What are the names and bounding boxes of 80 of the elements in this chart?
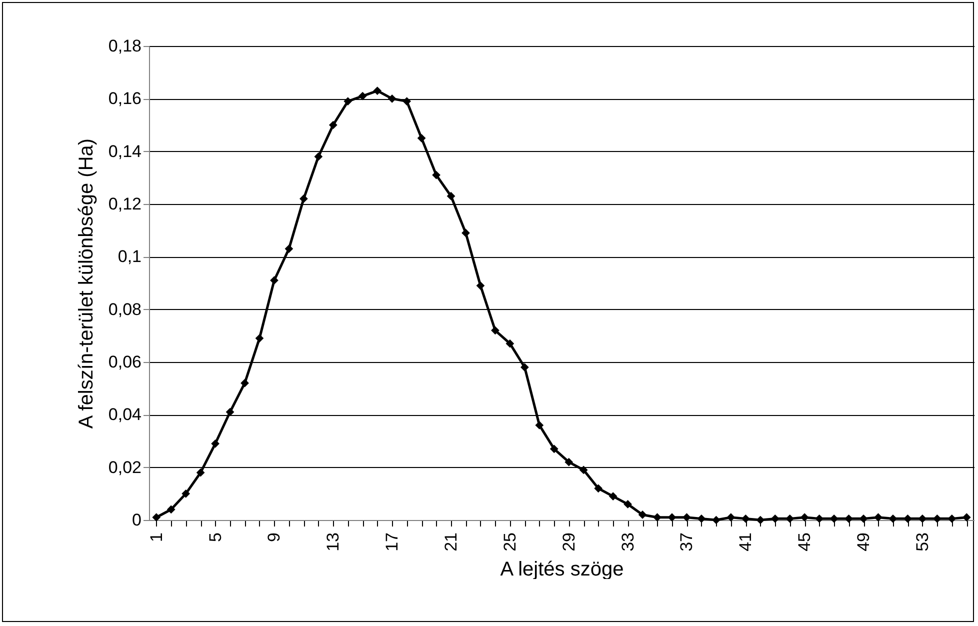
point — [432, 170, 440, 180]
point — [918, 514, 927, 523]
y-tick-label: 0,16 — [108, 89, 142, 108]
y-tick-label: 0,08 — [108, 300, 142, 319]
x-tick-label: 33 — [618, 532, 638, 552]
point — [638, 510, 647, 519]
point — [226, 408, 234, 416]
x-tick-label: 13 — [324, 532, 343, 552]
y-axis-title: A felszín-terület különbsége (Ha) — [75, 138, 98, 429]
point — [962, 513, 971, 522]
point — [358, 92, 367, 100]
point — [550, 444, 558, 454]
point — [211, 439, 220, 448]
x-tick-label: 25 — [500, 532, 520, 552]
point — [300, 194, 308, 203]
point — [624, 500, 632, 508]
y-tick-label: 0,12 — [108, 194, 142, 214]
x-tick-label: 29 — [559, 532, 578, 552]
point — [741, 514, 750, 523]
point — [815, 514, 824, 523]
x-tick-label: 9 — [264, 532, 284, 542]
point — [506, 339, 514, 348]
point — [476, 281, 485, 290]
point — [608, 492, 618, 500]
x-tick-label: 49 — [854, 532, 874, 552]
point — [888, 514, 898, 523]
x-tick-label: 21 — [442, 532, 461, 552]
y-tick-label: 0,02 — [108, 458, 142, 477]
point — [948, 514, 956, 523]
point — [756, 516, 765, 524]
point — [668, 513, 676, 522]
point — [152, 513, 161, 522]
point — [800, 513, 809, 522]
point — [520, 363, 529, 372]
point — [270, 276, 278, 285]
y-tick-label: 0,14 — [108, 142, 142, 161]
point — [786, 514, 794, 523]
x-tick-label: 5 — [206, 532, 225, 542]
point — [328, 120, 338, 130]
x-tick-label: 53 — [912, 532, 932, 552]
point — [770, 514, 780, 523]
point — [579, 466, 588, 474]
point — [564, 458, 574, 466]
x-tick-label: 41 — [736, 532, 756, 552]
y-tick-label: 0,04 — [108, 405, 142, 424]
y-tick-label: 0,06 — [108, 352, 142, 372]
point — [830, 514, 838, 523]
x-tick-label: 1 — [146, 532, 166, 542]
point — [373, 86, 382, 95]
point — [712, 516, 720, 524]
x-tick-label: 17 — [382, 532, 402, 552]
point — [904, 514, 912, 523]
point — [182, 489, 190, 498]
point — [491, 326, 500, 335]
point — [196, 468, 205, 477]
point — [462, 228, 470, 238]
x-tick-label: 45 — [795, 532, 814, 552]
point — [255, 334, 264, 342]
point — [726, 513, 736, 522]
point — [859, 514, 868, 523]
point — [314, 152, 323, 161]
point — [344, 97, 352, 106]
point — [166, 505, 176, 514]
point — [697, 514, 706, 523]
point — [844, 514, 853, 523]
point — [417, 134, 426, 142]
point — [594, 484, 603, 493]
y-tick-label: 0,1 — [118, 247, 142, 266]
point — [682, 513, 691, 522]
y-tick-label: 0,18 — [108, 36, 142, 56]
point — [402, 97, 411, 106]
point — [653, 513, 662, 522]
point — [284, 244, 294, 253]
point — [446, 192, 456, 200]
point — [240, 378, 249, 388]
y-tick-label: 0 — [132, 510, 142, 530]
point — [388, 94, 396, 103]
x-tick-label: 37 — [677, 532, 696, 552]
point — [874, 513, 882, 522]
point — [535, 421, 544, 430]
